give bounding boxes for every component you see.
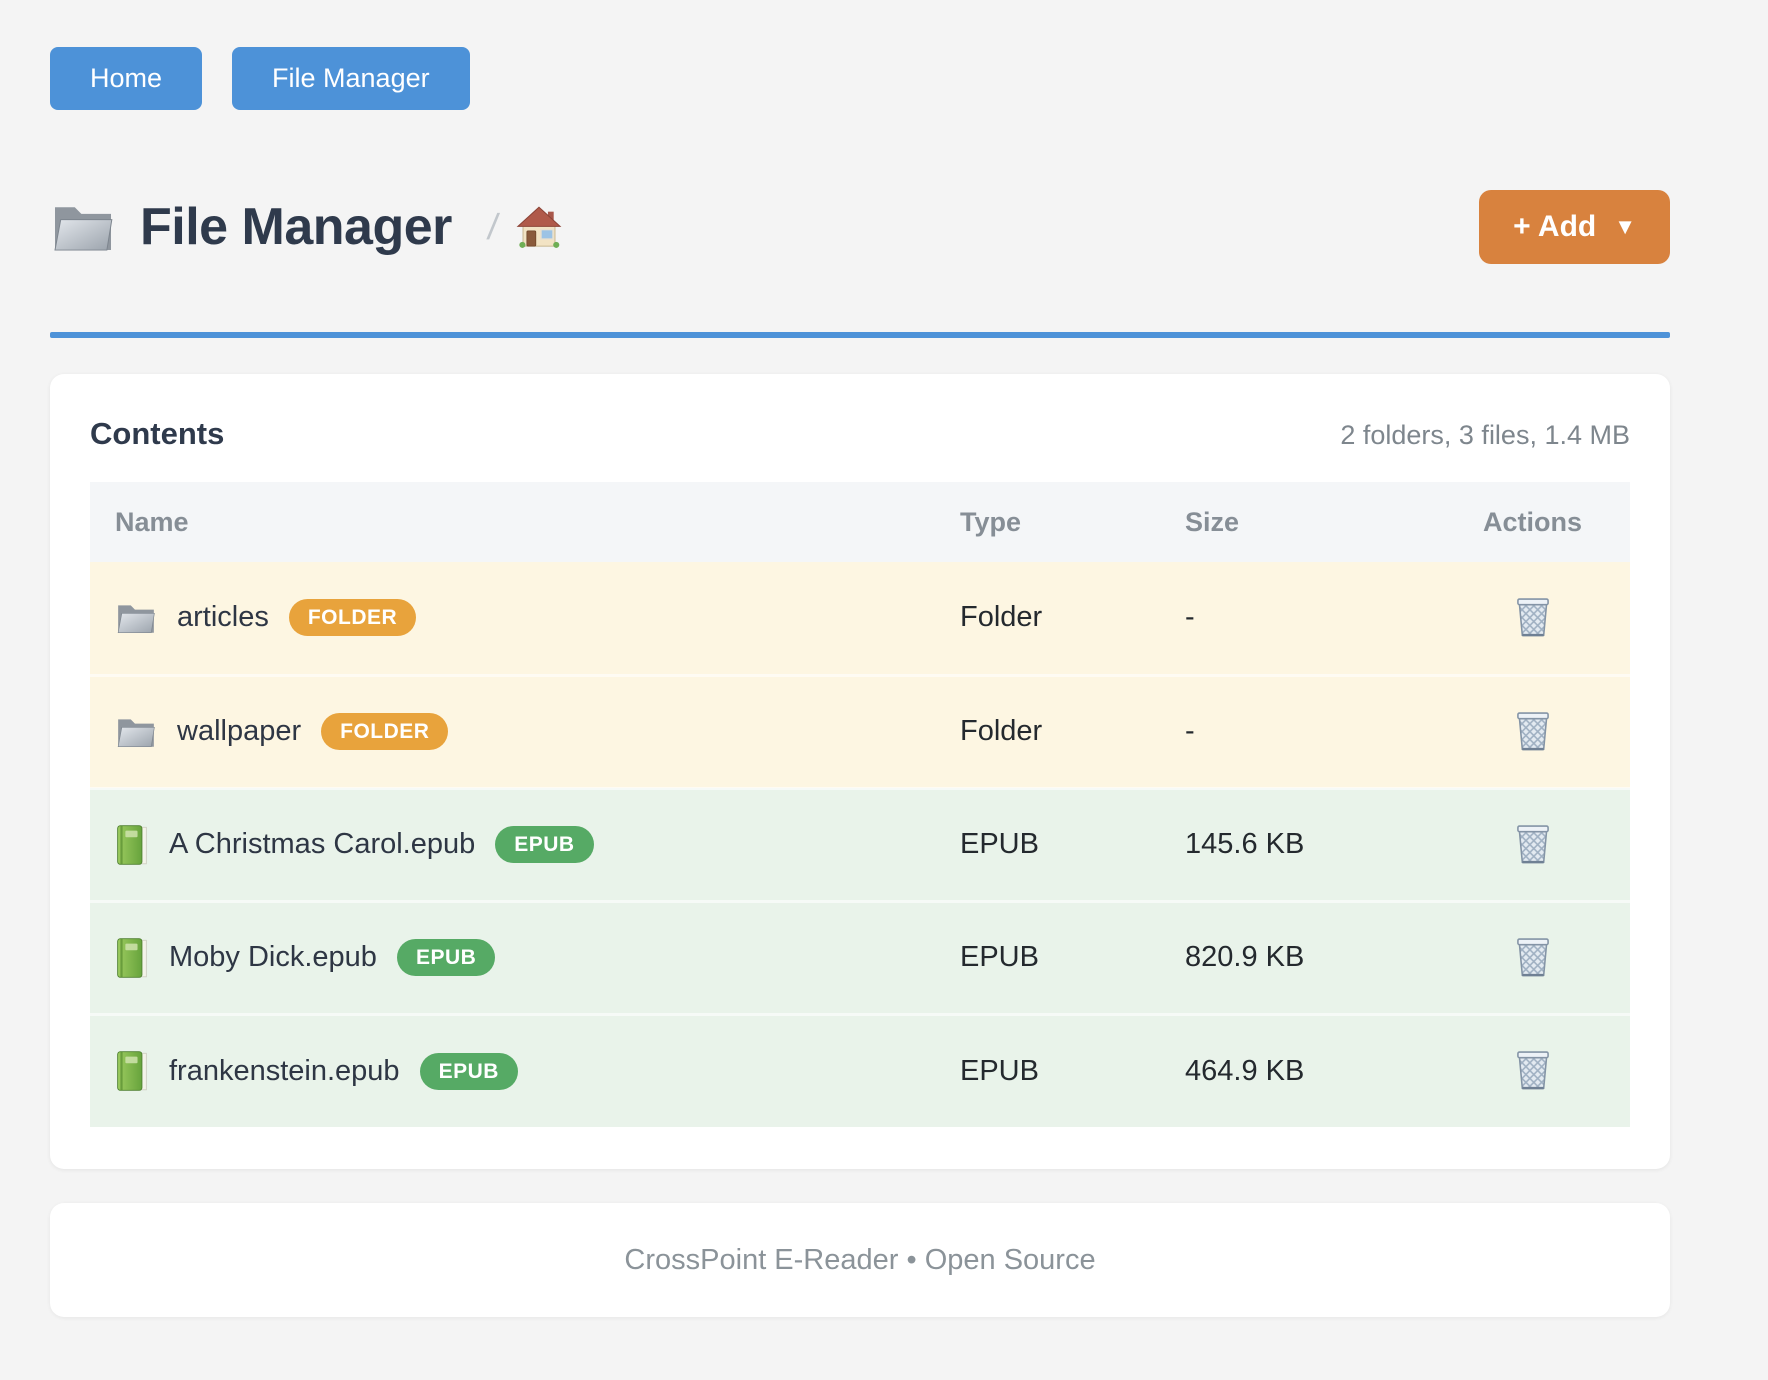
file-type: EPUB <box>960 1012 1185 1127</box>
delete-button[interactable] <box>1510 930 1556 982</box>
file-size: 464.9 KB <box>1185 1012 1435 1127</box>
add-button-label: + Add <box>1513 210 1597 243</box>
table-row[interactable]: articles FOLDER Folder - <box>90 562 1630 675</box>
trash-icon <box>1514 594 1552 638</box>
table-row[interactable]: frankenstein.epub EPUB EPUB 464.9 KB <box>90 1012 1630 1127</box>
type-badge: EPUB <box>495 826 594 863</box>
type-badge: EPUB <box>419 1052 518 1090</box>
delete-button[interactable] <box>1510 590 1556 642</box>
table-row[interactable]: Moby Dick.epub EPUB EPUB 820.9 KB <box>90 899 1630 1014</box>
page-header: File Manager / + Add ▼ <box>50 190 1670 264</box>
file-name[interactable]: Moby Dick.epub <box>169 941 377 973</box>
footer-text: CrossPoint E-Reader • Open Source <box>624 1243 1096 1276</box>
folder-icon <box>50 199 116 255</box>
nav-home-button[interactable]: Home <box>50 47 203 110</box>
table-row[interactable]: wallpaper FOLDER Folder - <box>90 673 1630 788</box>
column-header-size: Size <box>1185 482 1435 562</box>
file-table: Name Type Size Actions <box>90 482 1630 1127</box>
trash-icon <box>1514 821 1552 865</box>
delete-button[interactable] <box>1510 817 1556 869</box>
book-icon <box>115 824 149 866</box>
column-header-name: Name <box>90 482 960 562</box>
trash-icon <box>1514 1047 1552 1091</box>
page-title: File Manager <box>140 198 452 256</box>
file-size: 145.6 KB <box>1185 786 1435 901</box>
delete-button[interactable] <box>1510 704 1556 756</box>
contents-summary: 2 folders, 3 files, 1.4 MB <box>1340 420 1630 450</box>
breadcrumb: / <box>485 205 562 249</box>
folder-icon <box>115 714 157 750</box>
file-size: 820.9 KB <box>1185 899 1435 1014</box>
trash-icon <box>1514 934 1552 978</box>
file-name[interactable]: A Christmas Carol.epub <box>169 828 476 860</box>
breadcrumb-separator: / <box>485 206 501 247</box>
chevron-down-icon: ▼ <box>1614 214 1636 239</box>
file-type: EPUB <box>960 899 1185 1014</box>
file-type: Folder <box>960 601 1043 634</box>
contents-card: Contents 2 folders, 3 files, 1.4 MB Name… <box>50 374 1670 1169</box>
type-badge: EPUB <box>396 939 496 976</box>
top-nav: Home File Manager <box>50 47 1670 110</box>
file-name[interactable]: wallpaper <box>177 715 302 747</box>
book-icon <box>115 1050 149 1092</box>
nav-file-manager-button[interactable]: File Manager <box>232 47 470 110</box>
table-row[interactable]: A Christmas Carol.epub EPUB EPUB 145.6 K… <box>90 786 1630 901</box>
table-header-row: Name Type Size Actions <box>90 482 1630 562</box>
add-button[interactable]: + Add ▼ <box>1479 190 1670 264</box>
file-type: EPUB <box>960 786 1185 901</box>
file-size: - <box>1185 601 1195 634</box>
file-table-body: articles FOLDER Folder - <box>90 562 1630 1127</box>
book-icon <box>115 937 149 979</box>
footer: CrossPoint E-Reader • Open Source <box>50 1203 1670 1317</box>
trash-icon <box>1514 708 1552 752</box>
file-type: Folder <box>960 673 1185 788</box>
file-name[interactable]: articles <box>177 601 269 634</box>
header-divider <box>50 332 1670 338</box>
column-header-actions: Actions <box>1435 482 1630 562</box>
folder-icon <box>115 600 157 636</box>
home-icon[interactable] <box>516 205 562 249</box>
type-badge: FOLDER <box>321 713 449 750</box>
column-header-type: Type <box>960 482 1185 562</box>
delete-button[interactable] <box>1510 1043 1556 1095</box>
file-size: - <box>1185 673 1435 788</box>
contents-title: Contents <box>90 416 225 451</box>
file-name[interactable]: frankenstein.epub <box>169 1054 400 1087</box>
type-badge: FOLDER <box>288 599 417 637</box>
